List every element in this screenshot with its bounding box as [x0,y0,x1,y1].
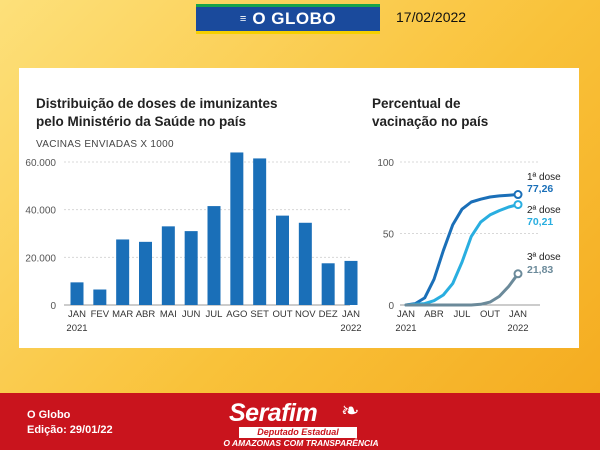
bar [161,226,175,305]
bar-chart-title-line2: pelo Ministério da Saúde no país [36,114,247,129]
line-series-label: 1ª dose [527,172,561,183]
bar-xtick-label: JUN [182,309,201,320]
line-chart-title-line2: vacinação no país [372,114,489,129]
bar-xtick-label: ABR [136,309,156,320]
line-series [404,272,520,307]
footer-edition: Edição: 29/01/22 [27,424,113,436]
bar [70,282,84,305]
bar-chart-title: Distribuição de doses de imunizantes pel… [36,95,278,131]
bar [253,158,267,305]
bar-ytick-label: 60.000 [25,158,56,169]
line-endpoint [513,269,523,279]
bar-xtick-label: MAI [160,309,177,320]
line-endpoint [513,190,523,200]
bar-xtick-label: DEZ [319,309,338,320]
line-series-value: 21,83 [527,264,553,276]
line-series [404,193,520,307]
line-xtick-label: OUT [480,309,500,320]
sponsor-slogan: O AMAZONAS COM TRANSPARÊNCIA [223,438,379,448]
bar-ytick-label: 40.000 [25,206,56,217]
bar-year-label: 2021 [66,323,87,334]
line-series-label: 2ª dose [527,205,561,216]
bar [93,289,107,305]
line-year-label: 2021 [395,323,416,334]
line-xtick-label: JAN [509,309,527,320]
header-date: 17/02/2022 [396,9,467,25]
logo-bottom-stripe [196,31,380,34]
bar [298,222,312,305]
bar [116,239,130,305]
line-series-value: 70,21 [527,216,553,228]
bar-xtick-label: FEV [91,309,110,320]
line-xtick-label: JAN [397,309,415,320]
bar-ytick-label: 20.000 [25,253,56,264]
bar [207,206,221,305]
line-xtick-label: ABR [424,309,444,320]
line-series [404,203,520,307]
bar [276,215,289,305]
sponsor-name: Serafim [229,399,318,427]
line-chart-title: Percentual de vacinação no país [372,95,488,131]
bar-ytick-label: 0 [50,301,56,312]
bar [344,260,358,305]
menu-icon: ≡ [239,13,247,25]
bar-xtick-label: MAR [112,309,133,320]
line-ytick-label: 100 [377,158,394,169]
bar-xtick-label: AGO [226,309,247,320]
logo-text: O GLOBO [252,9,337,28]
logo-banner: ≡ O GLOBO [196,7,380,31]
bar-xtick-label: JAN [342,309,360,320]
logo-top-stripe [196,4,380,7]
bar-xtick-label: OUT [272,309,292,320]
line-ytick-label: 0 [388,301,394,312]
bar [321,263,335,305]
line-series-value: 77,26 [527,183,553,195]
dove-icon: ❧ [341,398,360,423]
newspaper-logo: ≡ O GLOBO [196,4,380,34]
line-chart-title-line1: Percentual de [372,96,461,111]
bar-xtick-label: SET [250,309,269,320]
bar-xtick-label: JAN [68,309,86,320]
bar-xtick-label: JUL [206,309,223,320]
bar-xtick-label: NOV [295,309,316,320]
sponsor-logo: Serafim ❧ Deputado Estadual O AMAZONAS C… [221,396,381,448]
bar-chart-subtitle: VACINAS ENVIADAS X 1000 [36,139,174,150]
bar [184,231,198,305]
bar [230,152,244,305]
line-year-label: 2022 [507,323,528,334]
bar [139,241,152,305]
line-xtick-label: JUL [454,309,471,320]
bar-chart-title-line1: Distribuição de doses de imunizantes [36,96,278,111]
line-ytick-label: 50 [383,230,395,241]
footer-bar [0,393,600,450]
line-series-label: 3ª dose [527,252,561,263]
line-endpoint [513,200,523,210]
bar-year-label: 2022 [340,323,361,334]
sponsor-tag: Deputado Estadual [239,427,357,438]
footer-source: O Globo [27,409,71,421]
